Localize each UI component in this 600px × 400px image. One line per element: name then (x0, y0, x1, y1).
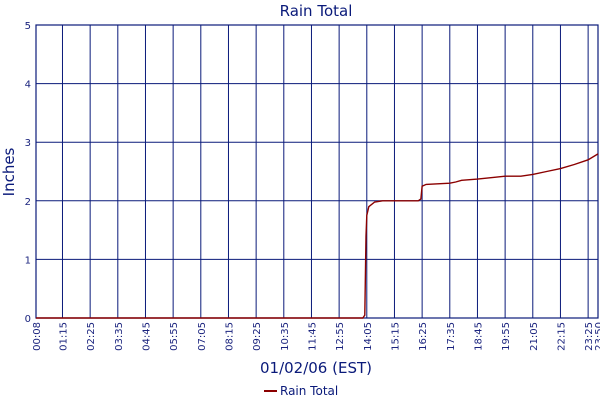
y-tick-label: 3 (25, 138, 31, 149)
plot-border (35, 24, 599, 319)
x-tick-label: 23:50 (594, 322, 600, 351)
x-tick-label: 05:55 (169, 322, 180, 351)
x-tick-label: 10:35 (280, 322, 291, 351)
x-tick-label: 08:15 (224, 322, 235, 351)
x-tick-label: 11:45 (307, 322, 318, 351)
series-line-rain-total (36, 153, 599, 319)
x-tick-label: 12:55 (335, 322, 346, 351)
y-tick-label: 5 (25, 21, 31, 32)
x-tick-label: 19:55 (501, 322, 512, 351)
x-tick-label: 03:35 (114, 322, 125, 351)
x-tick-label: 07:05 (197, 322, 208, 351)
x-tick-label: 16:25 (418, 322, 429, 351)
plot-area: 0 1 2 3 4 5 00:08 01:15 02:25 03:35 04:45 05:55 07:0… (25, 21, 600, 351)
x-tick-label: 02:25 (86, 322, 97, 351)
y-tick-label: 0 (25, 314, 31, 325)
x-tick-label: 22:15 (556, 322, 567, 351)
chart-title: Rain Total (280, 2, 353, 20)
x-axis-label: 01/02/06 (EST) (260, 359, 372, 377)
x-tick-label: 17:35 (446, 322, 457, 351)
x-tick-label: 18:45 (473, 322, 484, 351)
x-tick-label: 14:05 (363, 322, 374, 351)
y-tick-label: 2 (25, 197, 31, 208)
x-tick-label: 21:05 (529, 322, 540, 351)
x-tick-label: 09:25 (252, 322, 263, 351)
x-tick-label: 01:15 (58, 322, 69, 351)
x-tick-label: 04:45 (141, 322, 152, 351)
y-tick-label: 1 (25, 255, 31, 266)
x-tick-label: 15:15 (390, 322, 401, 351)
y-axis-label: Inches (0, 147, 18, 196)
legend-label: Rain Total (280, 384, 338, 398)
x-tick-label: 23:25 (584, 322, 595, 351)
x-tick-label: 00:08 (32, 322, 43, 351)
y-tick-label: 4 (25, 80, 31, 91)
legend: Rain Total (264, 384, 338, 398)
